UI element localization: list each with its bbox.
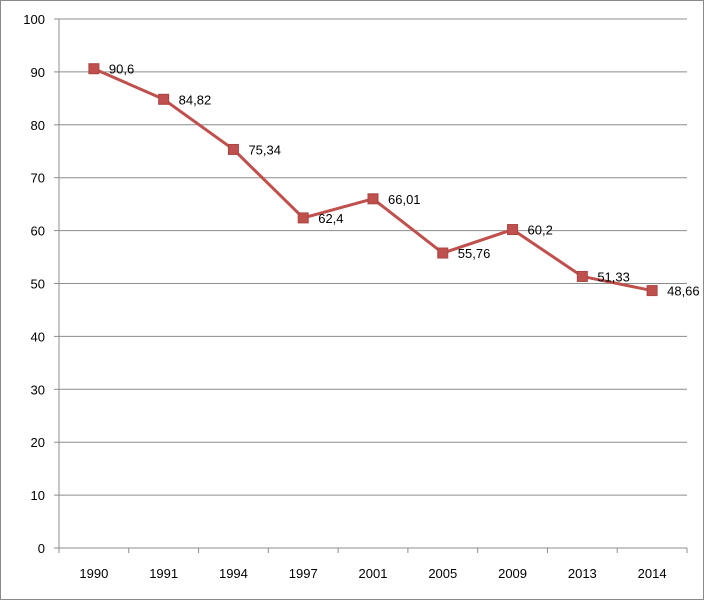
- x-tick-label-1991: 1991: [149, 566, 178, 581]
- y-tick-label-40: 40: [31, 329, 45, 344]
- data-point-2013: [576, 270, 588, 282]
- y-tick-label-90: 90: [31, 65, 45, 80]
- y-tick-label-60: 60: [31, 224, 45, 239]
- data-label-2005: 55,76: [458, 246, 491, 261]
- data-point-2001: [367, 193, 379, 205]
- x-tick-label-2014: 2014: [638, 566, 667, 581]
- data-label-2001: 66,01: [388, 192, 421, 207]
- data-label-1997: 62,4: [318, 211, 343, 226]
- y-tick-label-10: 10: [31, 488, 45, 503]
- x-tick-label-2013: 2013: [568, 566, 597, 581]
- data-point-1991: [158, 93, 170, 105]
- y-tick-label-0: 0: [38, 541, 45, 556]
- y-tick-label-30: 30: [31, 382, 45, 397]
- data-label-2013: 51,33: [597, 269, 630, 284]
- data-point-1997: [297, 212, 309, 224]
- y-tick-label-100: 100: [23, 12, 45, 27]
- y-tick-label-50: 50: [31, 277, 45, 292]
- data-label-1994: 75,34: [248, 142, 281, 157]
- x-tick-label-2001: 2001: [359, 566, 388, 581]
- data-label-1991: 84,82: [179, 92, 212, 107]
- y-tick-label-70: 70: [31, 171, 45, 186]
- data-label-2009: 60,2: [528, 223, 553, 238]
- data-point-2014: [646, 285, 658, 297]
- y-tick-label-80: 80: [31, 118, 45, 133]
- x-tick-label-2005: 2005: [428, 566, 457, 581]
- y-tick-label-20: 20: [31, 435, 45, 450]
- series-line-0: [93, 67, 653, 293]
- x-tick-label-1994: 1994: [219, 566, 248, 581]
- data-point-2009: [507, 224, 519, 236]
- data-label-2014: 48,66: [667, 284, 700, 299]
- data-point-2005: [437, 247, 449, 259]
- x-tick-label-1997: 1997: [289, 566, 318, 581]
- data-point-1994: [227, 143, 239, 155]
- x-tick-label-1990: 1990: [79, 566, 108, 581]
- data-label-1990: 90,6: [109, 62, 134, 77]
- x-tick-label-2009: 2009: [498, 566, 527, 581]
- data-point-1990: [88, 63, 100, 75]
